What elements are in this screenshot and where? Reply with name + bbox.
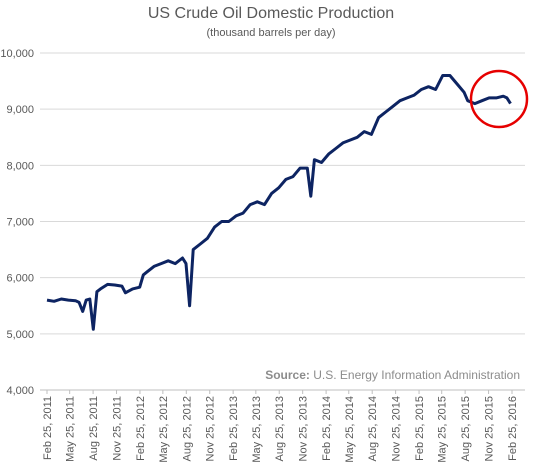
x-tick-label: Aug 25, 2012	[181, 396, 193, 461]
grid: 4,000 5,000 6,000 7,000 8,000 9,000 10,000 Feb …	[0, 48, 525, 463]
x-tick-label: Aug 25, 2014	[367, 396, 379, 461]
source-note: Source: U.S. Energy Information Administ…	[265, 368, 520, 382]
x-tick-label: Feb 25, 2015	[414, 396, 426, 461]
plot	[46, 74, 512, 331]
x-tick-label: Nov 25, 2011	[112, 396, 124, 461]
x-tick-label: May 25, 2014	[344, 396, 356, 463]
x-tick-label: Feb 25, 2014	[321, 396, 333, 461]
x-tick-label: May 25, 2012	[158, 396, 170, 463]
y-tick-label: 10,000	[0, 48, 34, 60]
x-tick-label: Aug 25, 2015	[460, 396, 472, 461]
source-label: Source:	[265, 368, 310, 382]
x-tick-label: Nov 25, 2015	[484, 396, 496, 461]
x-tick-label: Nov 25, 2012	[205, 396, 217, 461]
x-tick-label: Aug 25, 2013	[274, 396, 286, 461]
source-text: U.S. Energy Information Administration	[313, 368, 520, 382]
x-tick-label: Aug 25, 2011	[88, 396, 100, 461]
y-tick-label: 6,000	[6, 273, 34, 285]
x-tick-label: May 25, 2013	[251, 396, 263, 463]
x-tick-label: Feb 25, 2012	[135, 396, 147, 461]
x-tick-label: Feb 25, 2011	[42, 396, 54, 460]
y-tick-label: 9,000	[6, 104, 34, 116]
x-tick-label: Feb 25, 2016	[507, 396, 519, 461]
y-tick-label: 8,000	[6, 160, 34, 172]
x-tick-label: Nov 25, 2013	[298, 396, 310, 461]
chart-subtitle: (thousand barrels per day)	[206, 27, 335, 39]
highlight-circle	[469, 69, 529, 129]
x-tick-label: Nov 25, 2014	[391, 396, 403, 461]
y-tick-label: 4,000	[6, 385, 34, 397]
y-tick-label: 5,000	[6, 329, 34, 341]
y-tick-label: 7,000	[6, 217, 34, 229]
x-tick-label: Feb 25, 2013	[228, 396, 240, 461]
x-tick-label: May 25, 2015	[437, 396, 449, 463]
data-line	[46, 74, 512, 331]
x-tick-label: May 25, 2011	[65, 396, 77, 462]
chart-title: US Crude Oil Domestic Production	[148, 5, 394, 22]
